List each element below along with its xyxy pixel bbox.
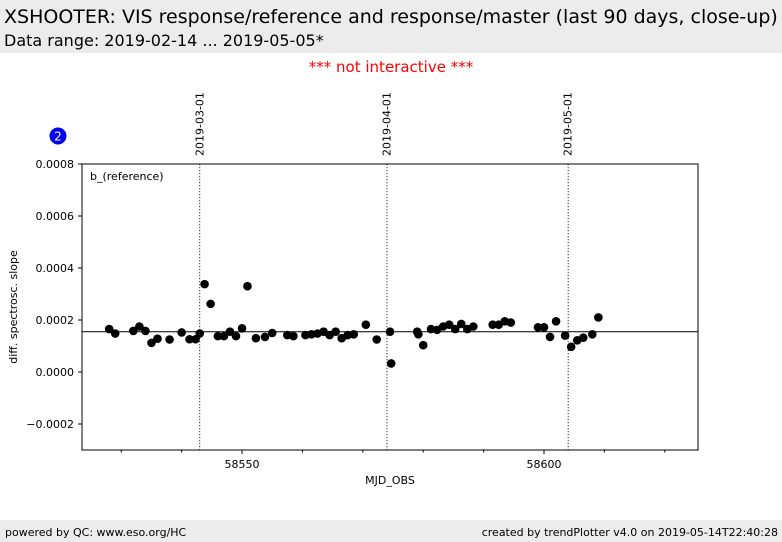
data-point [385,327,395,337]
data-point [206,299,215,309]
data-point [456,319,466,329]
data-point [260,332,270,342]
data-point [185,334,194,344]
date-marker-label: 2019-03-01 [193,92,206,156]
data-point [560,331,570,340]
data-point [267,328,277,338]
data-point [200,279,209,289]
data-point [231,331,241,341]
y-tick-label: 0.0000 [36,366,75,379]
page-footer: powered by QC: www.eso.org/HC created by… [0,520,782,542]
data-point [588,330,597,339]
data-point [361,320,371,329]
y-tick-label: 0.0008 [36,158,75,171]
data-point [219,331,229,341]
data-point [418,340,428,350]
data-point [551,317,561,326]
data-point [450,324,460,334]
page-header: XSHOOTER: VIS response/reference and res… [0,0,782,53]
data-point [243,281,252,291]
data-point [104,324,114,334]
data-point [539,322,549,332]
y-axis-label: diff. spectrosc. slope [7,250,20,364]
data-point [213,331,223,341]
y-tick-label: 0.0002 [36,314,75,327]
not-interactive-notice: *** not interactive *** [308,58,474,76]
data-point [469,322,478,331]
data-point [488,320,497,329]
data-point [153,334,162,344]
data-point [195,329,205,338]
data-point [331,327,340,337]
y-tick-label: −0.0002 [26,418,74,431]
data-point [251,333,261,343]
data-point [165,335,174,344]
data-point [578,333,588,342]
plot-frame [81,163,699,451]
data-point [289,331,298,341]
plot-annotation: b_(reference) [90,170,164,183]
data-point [372,335,382,344]
x-axis-label: MJD_OBS [365,474,415,487]
footer-generator: created by trendPlotter v4.0 on 2019-05-… [481,526,778,539]
data-point [129,326,138,336]
data-point [594,313,603,322]
data-point [141,326,150,336]
date-marker-label: 2019-05-01 [562,92,575,156]
x-tick-label: 58600 [527,458,562,471]
data-point [349,330,359,339]
data-point [444,320,454,329]
data-range-subtitle: Data range: 2019-02-14 ... 2019-05-05* [4,31,324,50]
data-point [386,359,396,368]
badge-label: 2 [54,130,62,144]
data-point [533,322,543,332]
date-marker-label: 2019-04-01 [380,92,393,156]
y-tick-label: 0.0006 [36,210,75,223]
data-point [237,324,247,333]
x-tick-label: 58550 [225,458,260,471]
data-point [177,328,186,337]
data-point [566,342,576,352]
footer-credit: powered by QC: www.eso.org/HC [5,526,187,539]
data-point [545,332,555,342]
data-point [147,338,156,348]
data-point [135,322,144,331]
data-point [225,327,235,337]
page-title: XSHOOTER: VIS response/reference and res… [4,6,778,28]
badge-circle [49,127,67,145]
y-tick-label: 0.0004 [36,262,75,275]
data-point [414,330,423,339]
data-point [506,318,516,327]
data-point [110,329,120,338]
